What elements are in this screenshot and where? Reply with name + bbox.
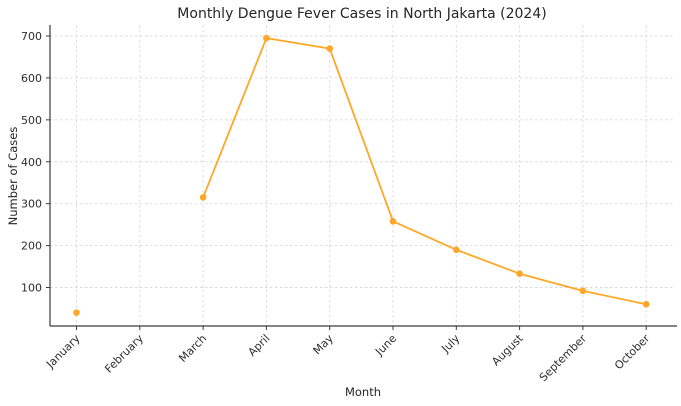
x-tick-label: July xyxy=(439,332,463,356)
data-point xyxy=(199,194,207,201)
data-point xyxy=(642,300,650,308)
x-tick-label: August xyxy=(489,331,526,368)
x-tick-label: January xyxy=(43,332,83,372)
x-tick-label: October xyxy=(612,332,653,373)
y-tick-label: 700 xyxy=(21,30,42,43)
x-tick-label: March xyxy=(176,332,209,365)
data-point xyxy=(453,246,460,254)
x-tick-label: May xyxy=(311,332,337,358)
data-line xyxy=(202,37,648,306)
y-tick-label: 600 xyxy=(21,72,42,85)
y-tick-label: 500 xyxy=(21,114,42,127)
y-tick-label: 100 xyxy=(21,282,42,295)
y-tick-label: 300 xyxy=(21,198,42,211)
data-point xyxy=(263,34,270,42)
x-tick-label: September xyxy=(537,332,590,385)
data-point xyxy=(579,287,587,295)
data-point xyxy=(516,270,523,277)
data-point xyxy=(326,45,334,52)
x-axis-label: Month xyxy=(344,385,382,399)
x-tick-label: February xyxy=(102,332,146,376)
y-tick-label: 200 xyxy=(21,240,42,253)
y-tick-label: 400 xyxy=(21,156,42,169)
data-point xyxy=(73,309,80,316)
x-tick-label: April xyxy=(246,332,273,359)
x-tick-label: June xyxy=(372,332,399,359)
data-point xyxy=(389,217,397,225)
chart-title: Monthly Dengue Fever Cases in North Jaka… xyxy=(177,6,547,22)
